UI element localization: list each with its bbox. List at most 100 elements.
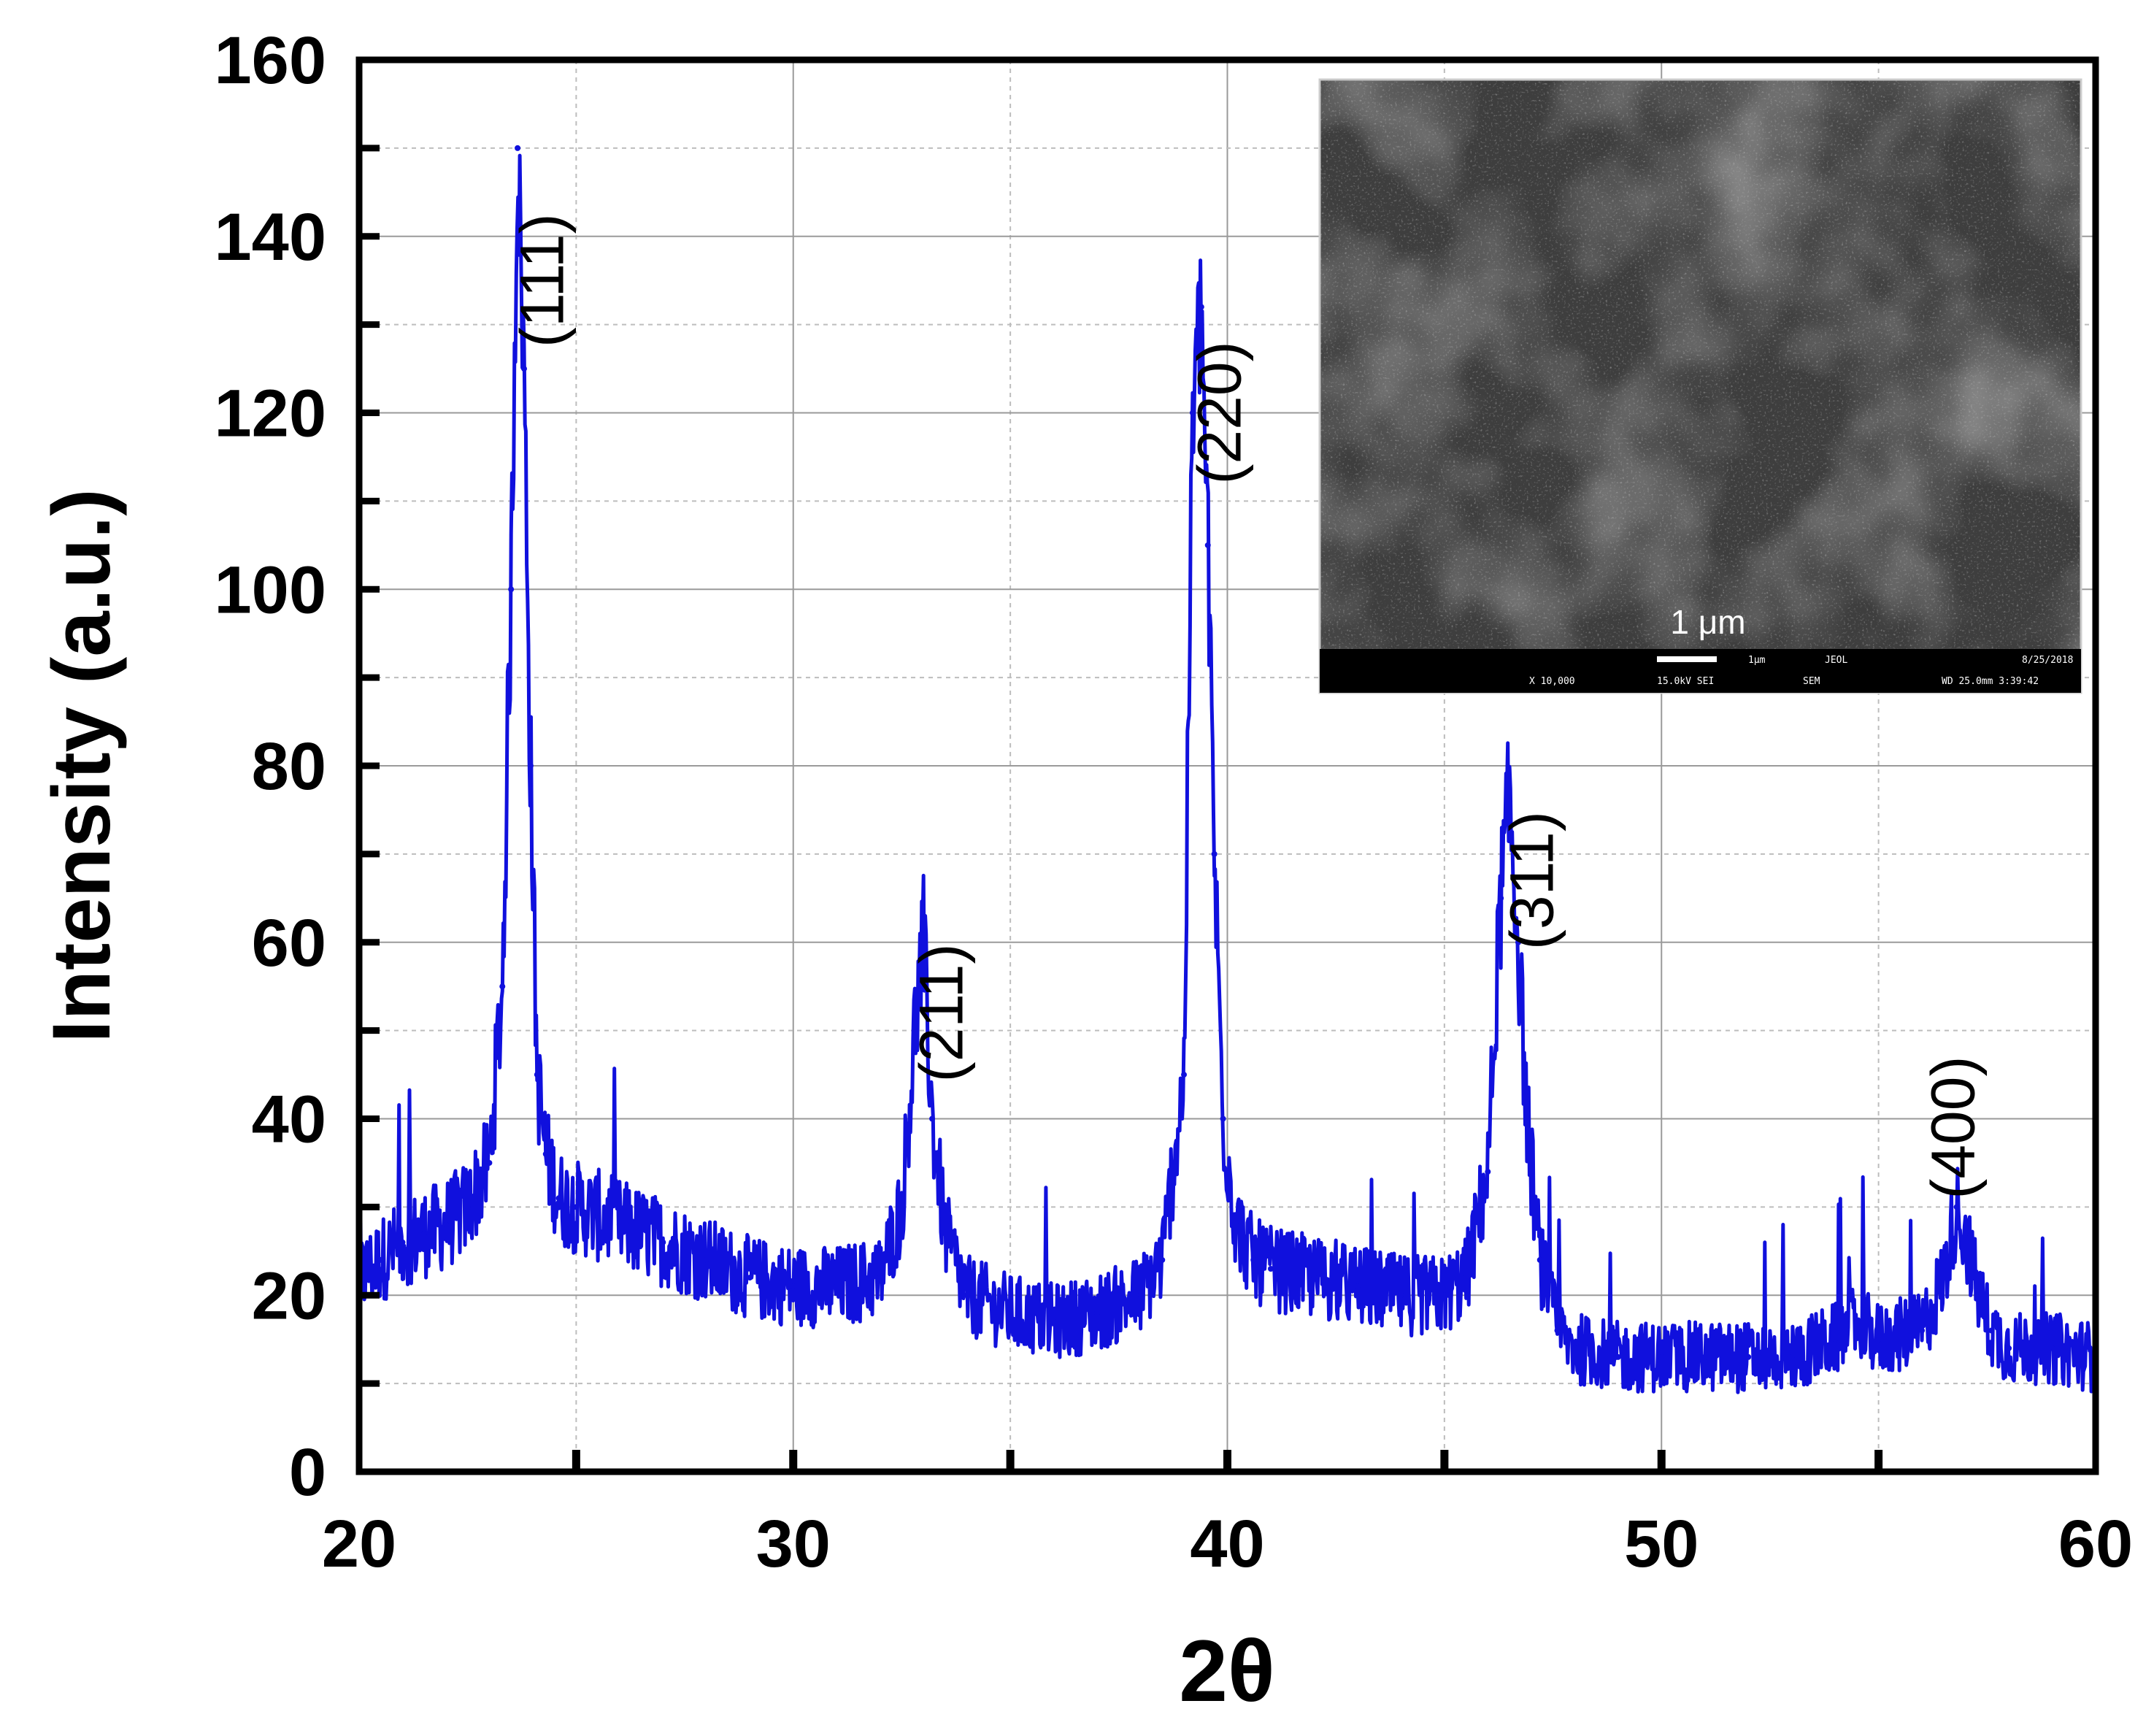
data-point — [1250, 1256, 1257, 1263]
sem-footer-scale: 1μm — [1748, 655, 1766, 666]
y-minor-ticks — [359, 145, 380, 1387]
data-point — [1515, 939, 1521, 945]
data-point — [595, 1213, 601, 1219]
data-point — [1745, 1353, 1752, 1360]
data-point — [1658, 1353, 1665, 1360]
data-point — [1398, 1292, 1404, 1299]
data-point — [1441, 1292, 1447, 1299]
data-point — [1507, 798, 1513, 804]
y-tick-labels: 0 20 40 60 80 100 120 140 160 — [215, 23, 327, 1510]
data-point — [2049, 1345, 2055, 1351]
peak-label: (400) — [1918, 1056, 1987, 1199]
sem-footer-date: 8/25/2018 — [2022, 655, 2073, 666]
data-point — [1354, 1283, 1361, 1290]
x-axis-title: 2θ — [1179, 1622, 1275, 1720]
data-point — [508, 586, 515, 593]
data-point — [2006, 1345, 2012, 1351]
sem-inset: 1 μm 1μm JEOL 8/25/2018 X 10,000 15.0kV … — [1318, 78, 2082, 694]
y-tick-label: 140 — [215, 200, 327, 274]
data-point — [1198, 304, 1204, 310]
data-point — [499, 983, 506, 990]
y-tick-label: 120 — [215, 377, 327, 451]
sem-footer-maker: JEOL — [1825, 655, 1847, 666]
plot-frame — [355, 56, 2099, 1475]
scale-bar-label: 1 μm — [1670, 603, 1745, 641]
data-point — [573, 1204, 580, 1210]
data-point — [421, 1230, 428, 1237]
data-point — [790, 1283, 796, 1290]
data-point — [920, 939, 927, 945]
data-point — [703, 1256, 709, 1263]
data-point — [442, 1221, 449, 1228]
data-point — [1523, 1115, 1530, 1122]
y-tick-label: 20 — [252, 1259, 326, 1333]
data-point — [555, 1195, 562, 1202]
data-point — [942, 1230, 948, 1237]
data-point — [1536, 1256, 1543, 1263]
data-point — [486, 1159, 493, 1166]
data-point — [464, 1204, 471, 1210]
data-point — [1181, 1072, 1188, 1078]
x-minor-ticks — [572, 1450, 1883, 1472]
y-tick-label: 160 — [215, 23, 327, 98]
data-point — [1701, 1353, 1708, 1360]
data-point — [1788, 1353, 1795, 1360]
data-point — [1137, 1292, 1144, 1299]
y-tick-label: 40 — [252, 1083, 326, 1157]
x-tick-label: 30 — [756, 1507, 831, 1581]
peak-label: (311) — [1498, 811, 1566, 950]
data-point — [1204, 542, 1211, 548]
y-tick-label: 60 — [252, 906, 326, 980]
data-point — [1554, 1327, 1561, 1334]
data-point — [1485, 1169, 1491, 1175]
x-tick-label: 50 — [1624, 1507, 1699, 1581]
data-point — [1875, 1336, 1882, 1343]
data-point — [542, 1151, 549, 1157]
sem-footer-kv: 15.0kV SEI — [1657, 676, 1714, 687]
data-point — [1050, 1318, 1057, 1325]
scale-bar — [1657, 656, 1717, 662]
data-point — [1189, 410, 1196, 416]
y-tick-label: 100 — [215, 553, 327, 627]
data-point — [1962, 1230, 1969, 1237]
data-point — [963, 1292, 970, 1299]
y-axis-title: Intensity (a.u.) — [36, 488, 127, 1042]
data-point — [1940, 1275, 1947, 1281]
data-point — [1919, 1327, 1926, 1334]
x-tick-label: 60 — [2058, 1507, 2133, 1581]
data-point — [1832, 1336, 1839, 1343]
sem-particles — [1320, 80, 2081, 649]
x-tick-label: 40 — [1190, 1507, 1264, 1581]
data-point — [399, 1239, 406, 1245]
sem-footer-wd: WD 25.0mm 3:39:42 — [1942, 676, 2039, 687]
y-tick-label: 80 — [252, 729, 326, 804]
x-tick-labels: 20 30 40 50 60 — [322, 1507, 2133, 1581]
data-point — [747, 1275, 753, 1281]
data-point — [1463, 1275, 1469, 1281]
data-point — [521, 366, 528, 372]
x-tick-label: 20 — [322, 1507, 396, 1581]
data-point — [1988, 1327, 1995, 1334]
sem-footer-mode: SEM — [1803, 676, 1820, 687]
data-point — [877, 1275, 883, 1281]
data-point — [1953, 1204, 1960, 1210]
data-point — [1159, 1256, 1166, 1263]
data-point — [377, 1256, 384, 1263]
peak-label: (220) — [1185, 341, 1253, 484]
sem-footer-mag: X 10,000 — [1529, 676, 1575, 687]
data-point — [1007, 1310, 1014, 1316]
xrd-trace — [356, 145, 2099, 1394]
data-point — [899, 1204, 905, 1210]
data-point — [834, 1283, 840, 1290]
xrd-series-line — [357, 153, 2098, 1394]
data-point — [1220, 1115, 1226, 1122]
peak-label: (111) — [508, 213, 577, 347]
data-point — [527, 763, 534, 769]
data-point — [1615, 1353, 1621, 1360]
peak-label: (211) — [907, 944, 976, 1083]
data-point — [1211, 850, 1218, 857]
data-point — [1233, 1221, 1239, 1228]
data-point — [1853, 1318, 1860, 1325]
data-point — [515, 145, 521, 151]
